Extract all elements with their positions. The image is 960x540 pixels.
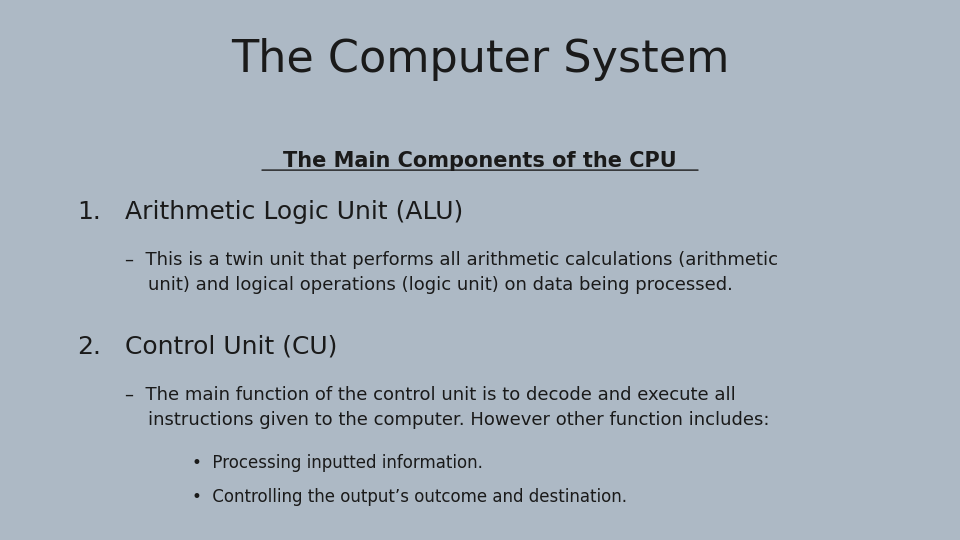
Text: The Main Components of the CPU: The Main Components of the CPU (283, 151, 677, 171)
Text: 2.: 2. (77, 335, 101, 359)
Text: •  Processing inputted information.: • Processing inputted information. (192, 454, 483, 471)
Text: The Computer System: The Computer System (230, 38, 730, 81)
Text: –  The main function of the control unit is to decode and execute all
    instru: – The main function of the control unit … (125, 386, 769, 429)
Text: •  Controlling the output’s outcome and destination.: • Controlling the output’s outcome and d… (192, 488, 627, 505)
Text: 1.: 1. (77, 200, 101, 224)
Text: –  This is a twin unit that performs all arithmetic calculations (arithmetic
   : – This is a twin unit that performs all … (125, 251, 778, 294)
Text: Arithmetic Logic Unit (ALU): Arithmetic Logic Unit (ALU) (125, 200, 463, 224)
Text: Control Unit (CU): Control Unit (CU) (125, 335, 337, 359)
